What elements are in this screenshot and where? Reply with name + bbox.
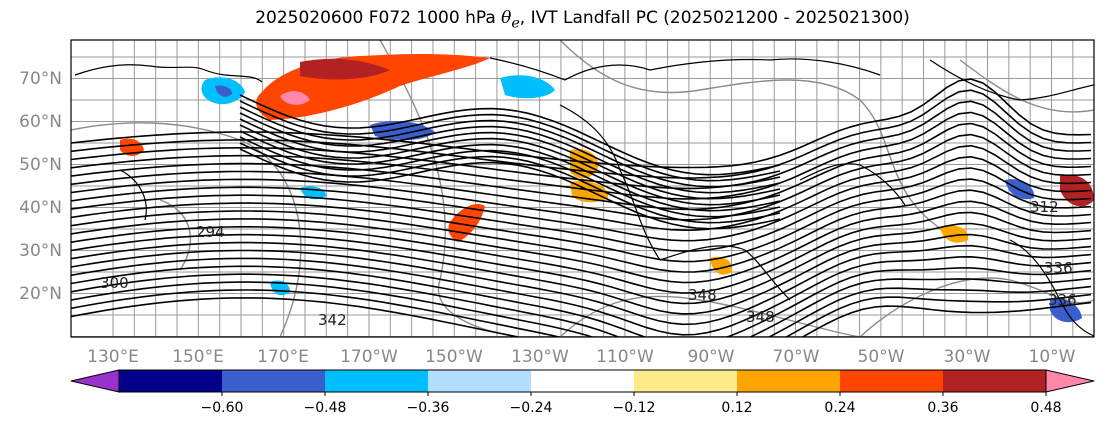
contour-label: 336 [1044, 259, 1073, 277]
contour-line [71, 273, 1092, 337]
contour-line [71, 100, 1092, 190]
contour-line [71, 155, 1092, 242]
lon-label: 130°E [87, 347, 139, 367]
colorbar-segment [943, 370, 1047, 392]
contour-line [239, 106, 781, 188]
contour-line [71, 281, 1092, 337]
lon-label: 50°W [858, 347, 905, 367]
colorbar-arrow-left [70, 369, 120, 393]
lon-label: 30°W [944, 347, 991, 367]
contour-label: 348 [746, 308, 775, 326]
contour-line [239, 148, 781, 230]
contour-line [239, 124, 781, 206]
contour-line [71, 255, 1092, 336]
contour-labels: 294 300 342 348 348 336 336 312 [100, 198, 1077, 329]
lon-label: 90°W [688, 347, 735, 367]
contour-label: 300 [100, 274, 129, 292]
lon-label: 150°W [425, 347, 483, 367]
colorbar-tick-label: −0.12 [613, 400, 656, 416]
contour-line [71, 122, 1092, 211]
colorbar-tick-labels: −0.60 −0.48 −0.36 −0.24 −0.12 0.12 0.24 0.36 0.4… [201, 392, 1062, 416]
contour-line [71, 222, 1092, 305]
contour-line [71, 189, 1092, 273]
colorbar-segment [222, 370, 326, 392]
contour-line [239, 142, 781, 224]
contour-line [71, 244, 1092, 326]
contour-label: 312 [1030, 198, 1059, 216]
lon-label: 130°W [511, 347, 569, 367]
longitude-labels: 130°E 150°E 170°E 170°W 150°W 130°W 110°… [87, 347, 1076, 367]
contour-line [71, 133, 1092, 221]
lat-label: 20°N [19, 284, 62, 304]
colorbar-segment [634, 370, 738, 392]
lon-label: 170°E [257, 347, 309, 367]
colorbar [70, 369, 1095, 393]
coastlines [74, 57, 1094, 337]
contour-line [239, 94, 781, 176]
lat-label: 40°N [19, 198, 62, 218]
contour-label: 342 [318, 311, 347, 329]
colorbar-tick-label: 0.24 [824, 400, 855, 416]
contour-label: 294 [196, 223, 225, 241]
map-border [70, 39, 1095, 338]
contour-line [71, 167, 1092, 252]
contour-label: 336 [1048, 291, 1077, 309]
contour-line [71, 233, 1092, 315]
contour-line [239, 118, 781, 200]
latitude-labels: 70°N 60°N 50°N 40°N 30°N 20°N [19, 69, 62, 304]
contour-line [71, 111, 1092, 200]
lat-label: 60°N [19, 112, 62, 132]
lon-label: 10°W [1029, 347, 1076, 367]
lon-label: 150°E [172, 347, 224, 367]
contour-line [71, 178, 1092, 263]
colorbar-segment [840, 370, 944, 392]
colorbar-tick-label: 0.36 [927, 400, 958, 416]
lon-label: 170°W [340, 347, 398, 367]
colorbar-segment [531, 370, 635, 392]
contour-line [239, 100, 781, 182]
map-title: 2025020600 F072 1000 hPa θe, IVT Landfal… [255, 8, 910, 32]
colorbar-tick-label: −0.24 [510, 400, 553, 416]
contour-line [239, 130, 781, 212]
lat-label: 50°N [19, 155, 62, 175]
contour-line [71, 144, 1092, 232]
colorbar-arrow-right [1045, 369, 1095, 393]
contour-line [71, 297, 1092, 337]
contour-line [239, 112, 781, 194]
colorbar-segment [119, 370, 223, 392]
contour-line [239, 136, 781, 218]
colorbar-tick-label: 0.12 [721, 400, 752, 416]
lon-label: 70°W [773, 347, 820, 367]
colorbar-outline [118, 369, 1047, 393]
theta-e-contours [71, 78, 1092, 337]
contour-line [71, 211, 1092, 294]
colorbar-segment [325, 370, 429, 392]
contour-label: 348 [688, 286, 717, 304]
colorbar-tick-label: −0.36 [407, 400, 450, 416]
colorbar-segment [737, 370, 841, 392]
colorbar-tick-label: −0.48 [304, 400, 347, 416]
colorbar-tick-label: −0.60 [201, 400, 244, 416]
lon-label: 110°W [596, 347, 654, 367]
contour-line [71, 89, 1092, 179]
contour-line [71, 265, 1092, 337]
lat-label: 30°N [19, 241, 62, 261]
colorbar-segment [428, 370, 532, 392]
lat-label: 70°N [19, 69, 62, 89]
contour-line [71, 289, 1092, 337]
contour-line [71, 200, 1092, 284]
colorbar-tick-label: 0.48 [1030, 400, 1061, 416]
